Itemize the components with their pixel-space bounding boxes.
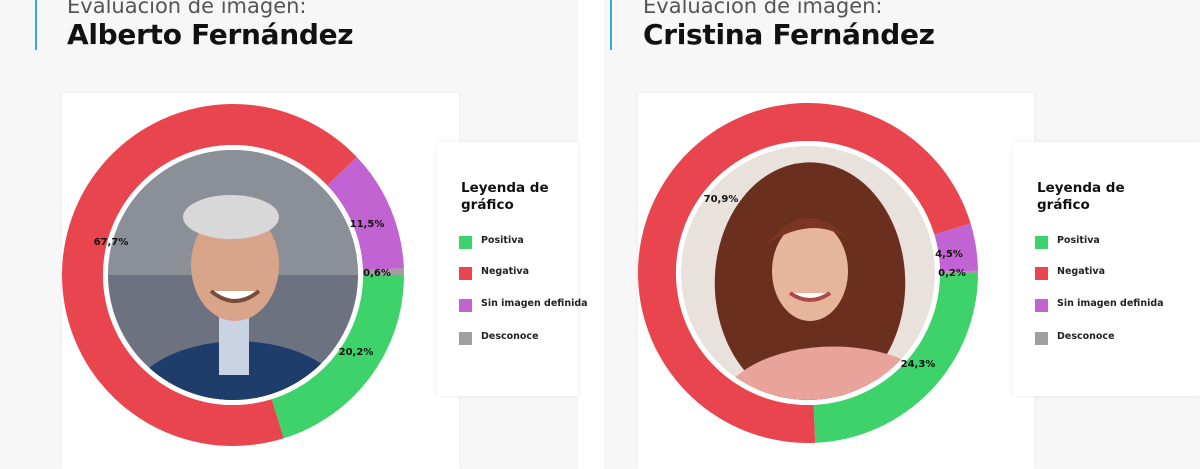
donut-slice-positiva bbox=[271, 275, 404, 439]
donut-chart-card: 24,3% 70,9% 4,5% 0,2% bbox=[638, 93, 1034, 469]
panel-title: Cristina Fernández bbox=[643, 18, 935, 51]
slice-label-sin_imagen: 11,5% bbox=[350, 219, 385, 230]
donut-chart: 20,2% 67,7% 11,5% 0,6% bbox=[62, 104, 404, 446]
legend-swatch bbox=[459, 299, 472, 312]
slice-label-positiva: 20,2% bbox=[339, 347, 374, 358]
legend-swatch bbox=[1035, 267, 1048, 280]
accent-bar bbox=[35, 0, 37, 50]
legend-swatch bbox=[1035, 332, 1048, 345]
slice-label-positiva: 24,3% bbox=[901, 359, 936, 370]
slice-label-desconoce: 0,2% bbox=[938, 268, 966, 279]
panel-subtitle: Evaluación de imagen: bbox=[643, 0, 883, 18]
portrait-photo-icon bbox=[108, 150, 358, 400]
slice-label-negativa: 70,9% bbox=[704, 194, 739, 205]
legend-label: Positiva bbox=[1057, 235, 1100, 246]
legend-label: Negativa bbox=[481, 266, 530, 277]
legend-swatch bbox=[459, 236, 472, 249]
legend-title: Leyenda de gráfico bbox=[461, 180, 549, 213]
donut-slice-desconoce bbox=[939, 270, 978, 273]
slice-label-negativa: 67,7% bbox=[94, 237, 129, 248]
legend-swatch bbox=[1035, 299, 1048, 312]
donut-chart-card: 20,2% 67,7% 11,5% 0,6% bbox=[62, 93, 459, 469]
slice-label-sin_imagen: 4,5% bbox=[935, 249, 963, 260]
panel-title: Alberto Fernández bbox=[67, 18, 354, 51]
legend-label: Sin imagen definida bbox=[1057, 298, 1164, 309]
chart-panel-alberto: Evaluación de imagen: Alberto Fernández … bbox=[0, 0, 588, 469]
legend-label: Desconoce bbox=[481, 331, 539, 342]
legend-label: Positiva bbox=[481, 235, 524, 246]
legend-title: Leyenda de gráfico bbox=[1037, 180, 1125, 213]
legend-card: Leyenda de gráfico Positiva Negativa Sin i… bbox=[437, 142, 588, 396]
donut-slice-desconoce bbox=[362, 268, 404, 275]
accent-bar bbox=[610, 0, 612, 50]
legend-swatch bbox=[459, 267, 472, 280]
legend-card: Leyenda de gráfico Positiva Negativa Sin i… bbox=[1013, 142, 1200, 396]
donut-slice-negativa bbox=[62, 104, 357, 446]
donut-slice-sin_imagen bbox=[327, 157, 404, 271]
legend-swatch bbox=[1035, 236, 1048, 249]
legend-label: Negativa bbox=[1057, 266, 1106, 277]
slice-label-desconoce: 0,6% bbox=[363, 268, 391, 279]
chart-panel-cristina: Evaluación de imagen: Cristina Fernández… bbox=[604, 0, 1200, 469]
legend-label: Desconoce bbox=[1057, 331, 1115, 342]
donut-slice-sin_imagen bbox=[934, 223, 978, 272]
panel-subtitle: Evaluación de imagen: bbox=[67, 0, 307, 18]
donut-chart: 24,3% 70,9% 4,5% 0,2% bbox=[638, 103, 978, 444]
donut-slice-positiva bbox=[813, 273, 978, 443]
legend-label: Sin imagen definida bbox=[481, 298, 588, 309]
legend-swatch bbox=[459, 332, 472, 345]
